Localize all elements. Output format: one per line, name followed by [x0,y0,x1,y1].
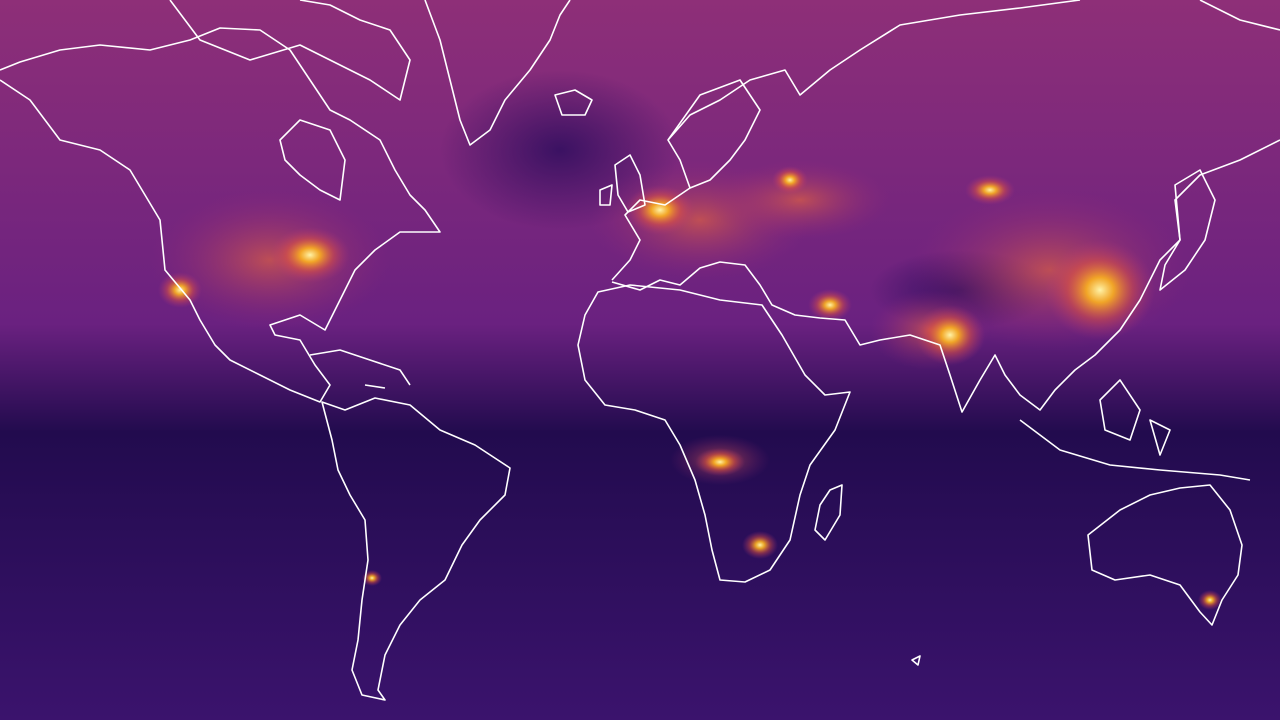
coast-caribbean [309,349,411,389]
coast-greenland [424,0,571,146]
coast-indonesia [1019,379,1251,481]
emission-hotspot [808,289,852,321]
coast-arctic-islands [169,0,411,101]
emission-hotspot [362,570,382,586]
elevated-region [710,160,890,240]
coast-uk [599,154,646,213]
coastlines [0,0,1280,701]
emission-hotspot [965,175,1015,205]
emission-hotspot [915,305,985,365]
elevated-region [150,190,390,330]
coast-madagascar [814,484,843,541]
emission-hotspot [695,448,745,476]
coast-new-zealand [911,655,921,666]
emission-hotspot [625,185,695,235]
emission-hotspot [1198,590,1222,610]
coast-hudson-bay [279,119,346,201]
emission-hotspot [742,531,778,559]
coast-scandinavia [667,79,761,189]
emission-hotspot [1045,240,1155,340]
emission-hotspot [772,166,808,194]
coast-north-america [0,27,441,403]
coast-south-america [321,397,511,701]
emission-hotspot [270,227,350,283]
coast-iceland [554,89,593,116]
emission-hotspot [158,272,202,308]
coast-japan [1159,169,1216,291]
coast-australia [1087,484,1243,626]
coast-africa [577,284,851,583]
